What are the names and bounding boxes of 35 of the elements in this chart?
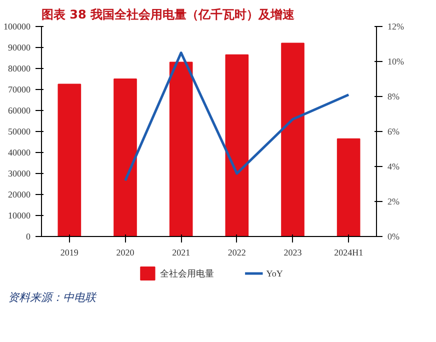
y2-tick-label: 8% bbox=[388, 92, 400, 102]
y-tick-label: 90000 bbox=[8, 42, 31, 52]
y-tick-label: 30000 bbox=[8, 168, 31, 178]
y2-tick-label: 6% bbox=[388, 126, 400, 136]
y-tick-label: 80000 bbox=[8, 64, 31, 74]
x-tick-label: 2022 bbox=[228, 248, 246, 258]
legend-label: 全社会用电量 bbox=[160, 268, 214, 278]
bar bbox=[114, 78, 137, 236]
bar bbox=[281, 42, 304, 236]
y-tick-label: 0 bbox=[26, 232, 31, 242]
legend-label: YoY bbox=[266, 268, 284, 278]
y-tick-label: 40000 bbox=[8, 148, 31, 158]
y2-tick-label: 4% bbox=[388, 162, 400, 172]
x-tick-label: 2023 bbox=[284, 248, 302, 258]
y2-tick-label: 10% bbox=[388, 56, 404, 66]
y2-tick-label: 0% bbox=[388, 232, 400, 242]
x-tick-label: 2019 bbox=[60, 248, 79, 258]
y-tick-label: 10000 bbox=[8, 210, 31, 220]
chart-title: 图表 38 我国全社会用电量（亿千瓦时）及增速 bbox=[42, 8, 296, 22]
y-tick-label: 100000 bbox=[4, 22, 31, 32]
text: 资料来源：中电联 bbox=[8, 291, 96, 306]
line-series bbox=[124, 52, 350, 182]
y2-tick-label: 12% bbox=[388, 22, 404, 32]
y-tick-label: 70000 bbox=[8, 84, 31, 94]
bar bbox=[58, 84, 82, 236]
y-tick-label: 20000 bbox=[8, 190, 31, 200]
bar bbox=[225, 54, 249, 236]
bar bbox=[336, 138, 360, 236]
x-tick-label: 2020 bbox=[116, 248, 135, 258]
x-tick-label: 2024H1 bbox=[334, 248, 364, 258]
bar bbox=[169, 62, 193, 236]
y2-tick-label: 2% bbox=[388, 196, 400, 206]
y-tick-label: 60000 bbox=[8, 106, 31, 116]
y-tick-label: 50000 bbox=[8, 126, 31, 136]
x-tick-label: 2021 bbox=[172, 248, 190, 258]
